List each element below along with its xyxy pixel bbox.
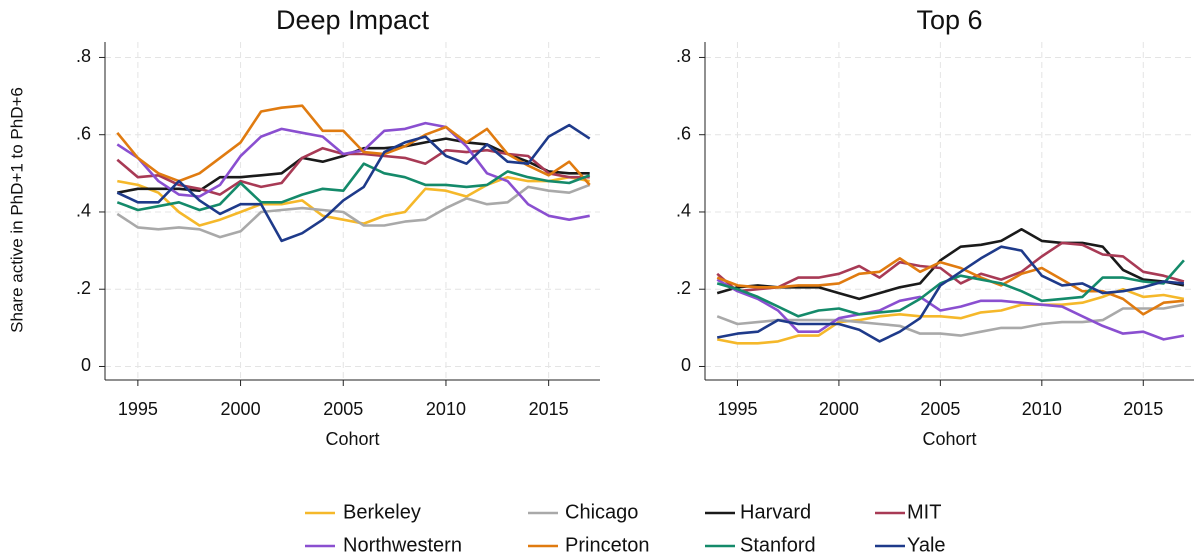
x-tick-label: 2005: [323, 399, 363, 419]
series-line: [716, 287, 1185, 345]
y-tick-label: .8: [676, 46, 691, 66]
legend-label: MIT: [907, 501, 941, 523]
y-tick-label: .4: [76, 201, 91, 221]
y-tick-label: .6: [676, 123, 691, 143]
x-tick-label: 2010: [426, 399, 466, 419]
x-axis-label: Cohort: [922, 429, 976, 449]
legend-label: Stanford: [740, 534, 816, 556]
series-line: [716, 228, 1185, 301]
x-tick-label: 2015: [1123, 399, 1163, 419]
y-tick-label: .2: [76, 278, 91, 298]
series-line: [716, 303, 1185, 337]
y-tick-label: .2: [676, 278, 691, 298]
series-line: [116, 183, 591, 239]
series-line: [116, 104, 591, 186]
series-line: [116, 146, 590, 196]
x-tick-label: 2015: [529, 399, 569, 419]
series-line: [116, 162, 591, 212]
legend-label: Harvard: [740, 501, 811, 523]
series-line: [716, 241, 1185, 293]
series-line: [117, 175, 590, 227]
y-tick-label: 0: [81, 355, 91, 375]
series-line: [716, 245, 1185, 343]
series-line: [716, 278, 1185, 341]
legend-label: Northwestern: [343, 534, 462, 556]
x-tick-label: 1995: [118, 399, 158, 419]
chart-title: Top 6: [916, 5, 982, 35]
series-line: [116, 123, 591, 243]
series-line: [716, 257, 1185, 316]
x-tick-label: 2000: [221, 399, 261, 419]
y-tick-label: .8: [76, 46, 91, 66]
y-tick-label: 0: [681, 355, 691, 375]
x-tick-label: 2000: [819, 399, 859, 419]
y-tick-label: .4: [676, 201, 691, 221]
x-tick-label: 2010: [1022, 399, 1062, 419]
legend-label: Yale: [907, 534, 946, 556]
series-line: [117, 137, 590, 194]
x-axis-label: Cohort: [325, 429, 379, 449]
legend-label: Berkeley: [343, 501, 421, 523]
y-axis-label: Share active in PhD+1 to PhD+6: [7, 87, 26, 333]
y-tick-label: .6: [76, 123, 91, 143]
x-tick-label: 2005: [920, 399, 960, 419]
legend-label: Princeton: [565, 534, 650, 556]
chart-title: Deep Impact: [276, 5, 430, 35]
legend-label: Chicago: [565, 501, 638, 523]
x-tick-label: 1995: [717, 399, 757, 419]
